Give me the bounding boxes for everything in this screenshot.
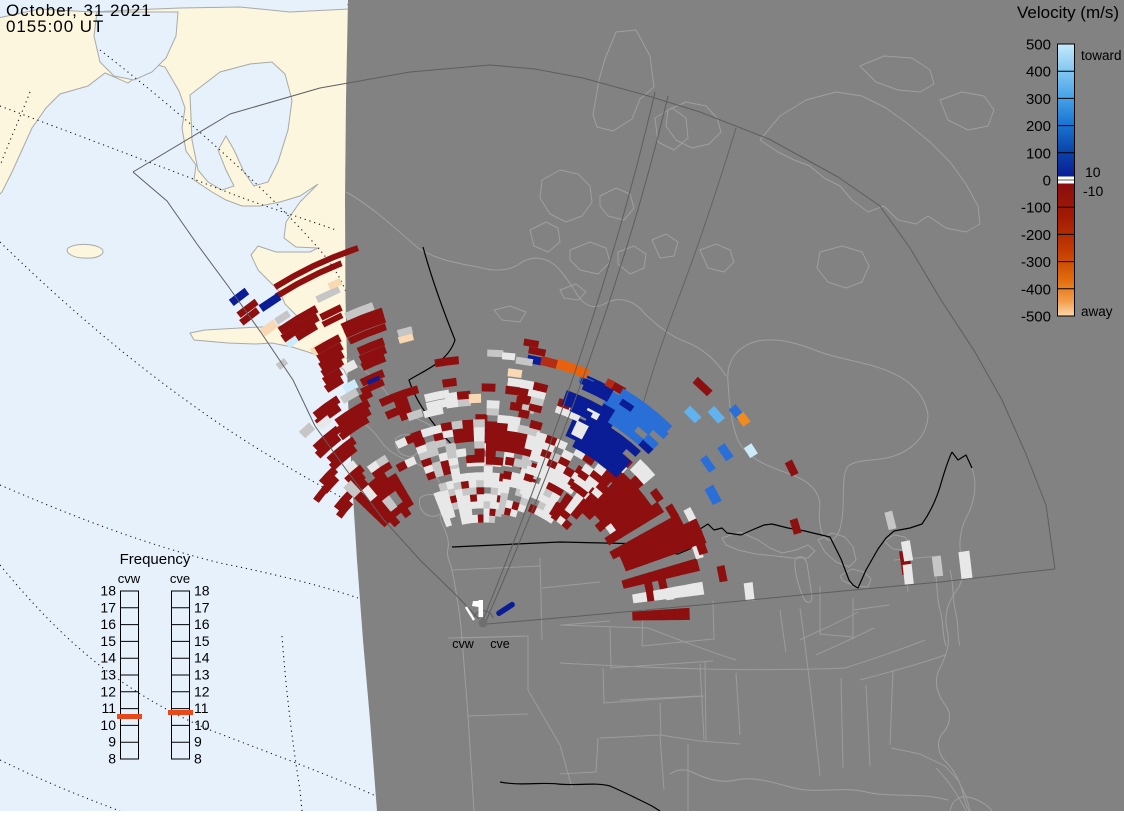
svg-text:cvw: cvw xyxy=(118,571,141,586)
svg-text:cve: cve xyxy=(490,637,510,651)
svg-text:-300: -300 xyxy=(1021,254,1051,271)
svg-text:100: 100 xyxy=(1026,145,1051,162)
svg-text:Velocity (m/s): Velocity (m/s) xyxy=(1017,3,1119,22)
svg-text:16: 16 xyxy=(194,616,210,632)
svg-text:-10: -10 xyxy=(1083,183,1103,199)
svg-text:8: 8 xyxy=(194,751,202,767)
svg-text:toward: toward xyxy=(1081,48,1122,63)
svg-text:200: 200 xyxy=(1026,118,1051,135)
svg-text:15: 15 xyxy=(194,633,210,649)
svg-text:8: 8 xyxy=(108,751,116,767)
svg-text:16: 16 xyxy=(100,616,116,632)
svg-text:14: 14 xyxy=(100,650,116,666)
svg-text:away: away xyxy=(1081,304,1113,319)
svg-text:-500: -500 xyxy=(1021,309,1051,326)
svg-text:cve: cve xyxy=(170,571,190,586)
svg-text:10: 10 xyxy=(194,717,210,733)
svg-text:17: 17 xyxy=(100,599,116,615)
svg-text:-200: -200 xyxy=(1021,227,1051,244)
svg-text:500: 500 xyxy=(1026,37,1051,54)
svg-text:10: 10 xyxy=(100,717,116,733)
svg-text:18: 18 xyxy=(194,583,210,599)
svg-text:9: 9 xyxy=(108,734,116,750)
svg-text:October, 31 2021: October, 31 2021 xyxy=(6,1,152,20)
svg-text:9: 9 xyxy=(194,734,202,750)
svg-text:12: 12 xyxy=(194,683,210,699)
svg-text:cvw: cvw xyxy=(452,637,475,651)
svg-text:0: 0 xyxy=(1043,173,1051,190)
svg-text:17: 17 xyxy=(194,599,210,615)
svg-text:Frequency: Frequency xyxy=(120,551,191,568)
svg-text:18: 18 xyxy=(100,583,116,599)
svg-text:13: 13 xyxy=(100,667,116,683)
svg-text:0155:00 UT: 0155:00 UT xyxy=(6,17,104,36)
svg-text:11: 11 xyxy=(194,700,209,716)
svg-text:400: 400 xyxy=(1026,64,1051,81)
svg-text:-100: -100 xyxy=(1021,200,1051,217)
svg-text:300: 300 xyxy=(1026,91,1051,108)
svg-text:14: 14 xyxy=(194,650,210,666)
svg-text:11: 11 xyxy=(101,700,116,716)
svg-text:15: 15 xyxy=(100,633,116,649)
svg-text:13: 13 xyxy=(194,667,210,683)
svg-text:10: 10 xyxy=(1085,164,1101,180)
svg-text:12: 12 xyxy=(100,683,116,699)
svg-text:-400: -400 xyxy=(1021,281,1051,298)
